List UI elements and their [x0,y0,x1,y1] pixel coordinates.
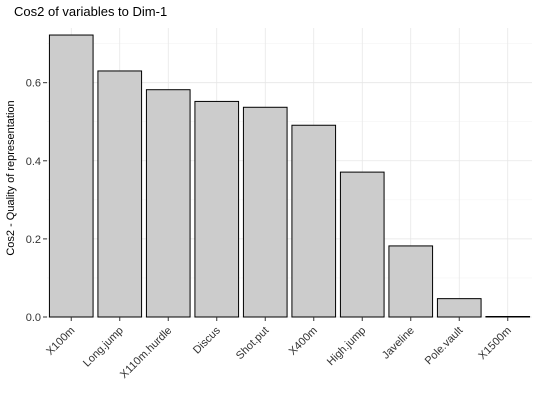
bar-x100m [49,35,93,317]
chart-title: Cos2 of variables to Dim-1 [14,4,167,19]
x-tick-label: X110m.hurdle [118,325,174,381]
x-tick-label: Pole.vault [423,325,466,368]
x-tick-label: Javeline [380,325,417,362]
y-tick-label: 0.6 [26,78,41,90]
bar-x1500m [486,317,530,318]
y-tick-label: 0.0 [26,312,41,324]
bar-pole-vault [437,299,481,317]
y-axis-label: Cos2 - Quality of representation [5,100,17,255]
bar-x110m-hurdle [146,90,190,317]
x-tick-label: Discus [191,324,223,356]
bar-long-jump [98,71,142,317]
bar-shot-put [243,107,287,317]
bar-x400m [292,125,336,317]
y-tick-label: 0.4 [26,156,41,168]
y-axis: 0.0 0.2 0.4 0.6 [26,78,47,324]
x-tick-label: X1500m [476,325,513,362]
x-tick-label: Long.jump [81,325,126,370]
bar-high-jump [340,172,384,317]
x-tick-label: X100m [44,325,77,358]
bar-discus [195,101,239,317]
bar-javeline [389,246,433,317]
bars [49,35,529,317]
x-tick-label: Shot.put [234,325,271,362]
x-tick-label: X400m [287,325,320,358]
y-tick-label: 0.2 [26,234,41,246]
x-tick-label: High.jump [325,325,369,369]
